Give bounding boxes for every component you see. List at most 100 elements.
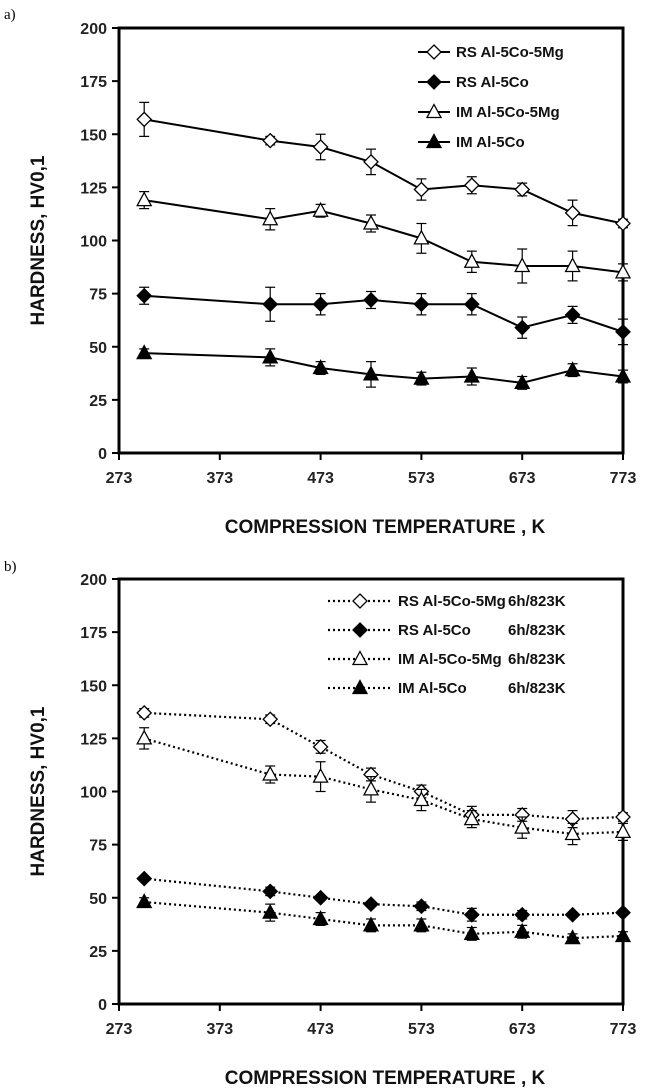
y-tick-label: 0 — [98, 997, 107, 1014]
data-point — [514, 257, 531, 273]
data-point — [363, 896, 379, 913]
data-point — [312, 767, 329, 783]
data-point — [312, 201, 329, 217]
data-point — [564, 929, 581, 945]
data-point — [136, 870, 153, 887]
legend-marker — [426, 74, 442, 90]
data-point — [312, 738, 329, 755]
data-point — [514, 906, 531, 923]
panel-label-a: a) — [4, 7, 16, 23]
y-tick-label: 75 — [89, 838, 107, 855]
data-point — [262, 765, 279, 781]
legend-label: RS Al-5Co-5Mg — [456, 44, 564, 61]
legend-label: RS Al-5Co — [456, 74, 529, 91]
data-point — [413, 791, 430, 807]
data-point — [262, 210, 279, 226]
series-rs-al-5co — [136, 286, 631, 346]
series-im-al-5co-5mg — [136, 191, 632, 284]
series-im-al-5co — [136, 893, 632, 945]
legend-marker — [351, 650, 369, 666]
y-tick-label: 175 — [80, 74, 107, 91]
data-point — [312, 139, 329, 155]
x-tick-label: 573 — [408, 1021, 435, 1038]
data-point — [312, 910, 329, 926]
data-point — [262, 348, 279, 364]
data-point — [362, 780, 380, 796]
data-point — [362, 365, 380, 381]
data-point — [615, 904, 631, 921]
data-point — [564, 204, 581, 221]
data-point — [413, 229, 430, 245]
data-point — [564, 906, 581, 923]
y-tick-label: 25 — [89, 944, 107, 961]
data-point — [614, 823, 632, 839]
x-tick-label: 773 — [610, 1021, 637, 1038]
y-tick-label: 50 — [89, 340, 107, 357]
legend-marker — [425, 133, 443, 149]
data-point — [136, 287, 153, 304]
series-line — [143, 737, 624, 836]
data-point — [312, 889, 329, 906]
data-point — [514, 374, 531, 390]
data-point — [262, 296, 279, 313]
data-point — [463, 810, 480, 826]
series-line — [144, 118, 624, 225]
data-point — [564, 825, 581, 841]
y-axis-title: HARDNESS, HV0,1 — [28, 706, 49, 876]
data-point — [463, 252, 480, 268]
y-tick-label: 175 — [80, 625, 107, 642]
y-tick-label: 25 — [89, 393, 107, 410]
plot-frame — [117, 26, 625, 455]
data-point — [463, 367, 480, 383]
data-point — [262, 132, 279, 149]
y-tick-label: 150 — [80, 678, 107, 695]
data-point — [514, 922, 531, 938]
data-point — [363, 292, 379, 308]
data-point — [136, 704, 153, 721]
x-tick-label: 673 — [509, 1021, 536, 1038]
data-point — [514, 319, 531, 336]
series-line — [144, 877, 624, 916]
data-point — [463, 925, 480, 941]
data-point — [413, 369, 430, 385]
y-tick-label: 125 — [80, 731, 107, 748]
legend-label: IM Al-5Co-5Mg — [398, 651, 502, 668]
x-tick-label: 373 — [206, 1021, 233, 1038]
series-rs-al-5co-5mg — [136, 101, 631, 232]
legend-label: RS Al-5Co-5Mg — [398, 593, 506, 610]
x-tick-label: 473 — [307, 1021, 334, 1038]
data-point — [514, 818, 531, 834]
y-tick-label: 200 — [80, 572, 107, 589]
series-line — [144, 199, 624, 274]
legend-suffix: 6h/823K — [508, 622, 566, 639]
data-point — [463, 296, 480, 313]
series-rs-al-5co — [136, 870, 631, 923]
data-point — [362, 214, 380, 230]
legend-label: RS Al-5Co — [398, 622, 471, 639]
data-point — [564, 306, 581, 323]
series-line — [144, 352, 624, 384]
legend-label: IM Al-5Co — [398, 680, 467, 697]
data-point — [363, 153, 379, 170]
data-point — [362, 916, 380, 932]
data-point — [514, 181, 531, 198]
y-axis-title: HARDNESS, HV0,1 — [28, 155, 49, 325]
x-tick-label: 773 — [610, 470, 637, 487]
y-tick-label: 100 — [80, 785, 107, 802]
panel-label-b: b) — [4, 559, 17, 575]
data-point — [615, 215, 631, 232]
legend-suffix: 6h/823K — [508, 651, 566, 668]
data-point — [564, 257, 581, 273]
legend-suffix: 6h/823K — [508, 593, 566, 610]
series-rs-al-5co-5mg — [136, 704, 631, 829]
data-point — [615, 323, 631, 340]
legend-suffix: 6h/823K — [508, 680, 566, 697]
data-point — [136, 191, 153, 207]
series-im-al-5co-5mg — [136, 727, 632, 846]
data-point — [262, 903, 279, 919]
y-tick-label: 100 — [80, 234, 107, 251]
data-point — [463, 177, 480, 194]
x-axis-title: COMPRESSION TEMPERATURE , K — [225, 517, 546, 538]
data-point — [136, 893, 153, 909]
